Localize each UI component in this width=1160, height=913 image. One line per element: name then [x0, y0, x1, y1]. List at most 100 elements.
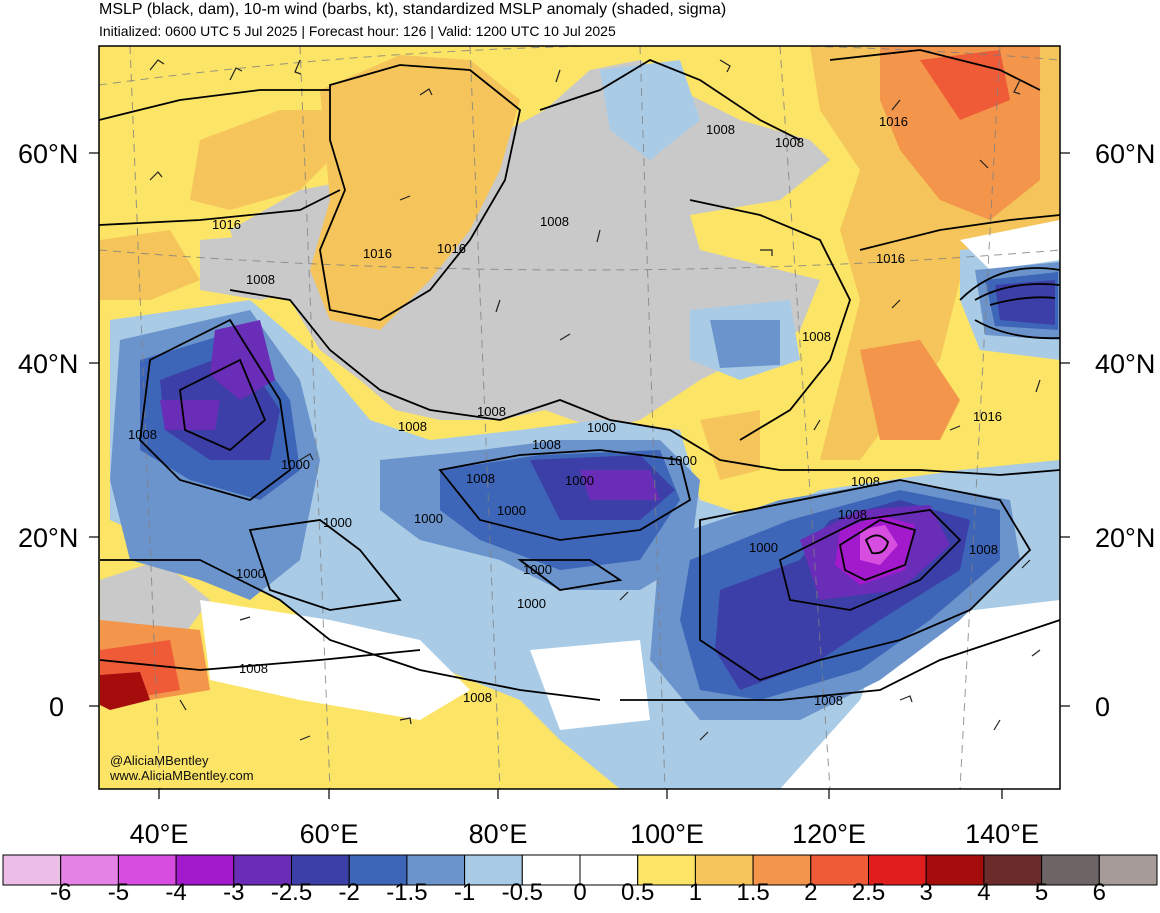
colorbar-label: 2 [804, 879, 818, 906]
isobar-label: 1008 [532, 437, 561, 452]
anomaly-patch [100, 672, 150, 710]
lon-label-40e: 40°E [129, 819, 189, 849]
isobars [99, 49, 1060, 701]
colorbar-swatch [694, 854, 754, 886]
isobar-label: 1008 [463, 690, 492, 705]
anomaly-patch [960, 220, 1060, 270]
anomaly-patch [995, 280, 1055, 325]
anomaly-patch [600, 60, 700, 160]
isobar-label: 1000 [281, 457, 310, 472]
lon-label-80e: 80°E [468, 819, 528, 849]
colorbar-label: 1 [688, 879, 703, 906]
colorbar-swatch [406, 854, 466, 886]
anomaly-patch [860, 525, 898, 565]
isobar-label: 1000 [517, 596, 546, 611]
isobar-label: 1016 [363, 246, 392, 261]
colorbar-label: -2.5 [270, 879, 313, 906]
colorbar [2, 854, 1158, 886]
anomaly-patch [780, 600, 1060, 789]
credit-website: www.AliciaMBentley.com [110, 768, 254, 783]
colorbar-label: 5 [1034, 879, 1049, 906]
colorbar-label: -3 [223, 879, 245, 906]
colorbar-label: 6 [1092, 879, 1106, 906]
isobar-label: 1000 [497, 503, 526, 518]
lat-label-60n-left: 60°N [18, 139, 79, 169]
colorbar-label: 0 [573, 879, 587, 906]
map-field [99, 46, 1060, 789]
chart-title: MSLP (black, dam), 10-m wind (barbs, kt)… [99, 1, 727, 18]
isobar-labels: 1016 1016 1016 1016 1016 1016 1008 1008 … [128, 114, 1002, 708]
isobar-label: 1000 [414, 511, 443, 526]
anomaly-patch [310, 55, 520, 330]
colorbar-swatch [233, 854, 293, 886]
isobar-label: 1008 [477, 404, 506, 419]
anomaly-patch [190, 110, 340, 210]
lon-label-60e: 60°E [299, 819, 359, 849]
anomaly-patch [200, 600, 470, 720]
colorbar-swatch [348, 854, 408, 886]
isobar-label: 1008 [802, 329, 831, 344]
colorbar-swatch [1098, 854, 1158, 886]
map-frame [98, 45, 1061, 790]
colorbar-swatch [579, 854, 639, 886]
isobar-label: 1000 [523, 562, 552, 577]
isobar-label: 1008 [775, 135, 804, 150]
colorbar-label: 0.5 [621, 879, 655, 906]
colorbar-label: 3 [919, 879, 933, 906]
lat-label-40n-left: 40°N [18, 349, 79, 379]
colorbar-swatch [925, 854, 985, 886]
colorbar-swatch [868, 854, 927, 886]
colorbar-label: -5 [107, 879, 130, 906]
isobar-label: 1008 [466, 471, 495, 486]
anomaly-patch [700, 410, 760, 480]
grey-region-west [200, 235, 300, 300]
lon-label-100e: 100°E [630, 819, 704, 849]
colorbar-label: -6 [50, 879, 72, 906]
colorbar-label: -4 [165, 879, 187, 906]
isobar-label: 1000 [749, 540, 778, 555]
lat-label-20n-right: 20°N [1095, 523, 1156, 553]
wind-barbs [149, 59, 1041, 741]
lon-label-120e: 120°E [792, 819, 866, 849]
isobar-label: 1008 [239, 661, 268, 676]
isobar-label: 1008 [706, 122, 735, 137]
credit-handle: @AliciaMBentley [110, 753, 209, 768]
chart-subtitle: Initialized: 0600 UTC 5 Jul 2025 | Forec… [99, 23, 616, 39]
anomaly-patch [860, 340, 960, 440]
colorbar-swatch [2, 854, 62, 886]
colorbar-label: -1.5 [386, 879, 428, 906]
lon-label-140e: 140°E [965, 819, 1039, 849]
isobar-label: 1008 [814, 693, 843, 708]
lat-label-40n-right: 40°N [1095, 349, 1156, 379]
colorbar-label: 2.5 [851, 879, 886, 906]
anomaly-patch [580, 470, 660, 500]
isobar-label: 1000 [587, 420, 616, 435]
colorbar-label: 1.5 [736, 879, 770, 906]
isobar-label: 1000 [668, 453, 697, 468]
isobar-label: 1008 [838, 507, 867, 522]
anomaly-patch [160, 400, 220, 430]
isobar-label: 1008 [851, 474, 880, 489]
anomaly-patch [530, 640, 650, 730]
anomaly-patch [210, 320, 275, 400]
colorbar-swatch [637, 854, 696, 886]
colorbar-swatch [1041, 854, 1100, 886]
isobar-label: 1008 [969, 542, 998, 557]
colorbar-swatch [60, 854, 119, 886]
isobar-label: 1016 [879, 114, 908, 129]
isobar-label: 1016 [876, 251, 905, 266]
ticks [89, 152, 1070, 799]
colorbar-label: 4 [977, 879, 991, 906]
colorbar-swatch [810, 854, 869, 886]
colorbar-swatch [983, 854, 1043, 886]
isobar-label: 1008 [246, 272, 275, 287]
lat-label-eq-right: 0 [1095, 692, 1111, 722]
lat-label-eq-left: 0 [49, 692, 65, 722]
grey-region-sw [100, 560, 210, 640]
isobar-label: 1008 [540, 214, 569, 229]
isobar-label: 1008 [398, 419, 427, 434]
isobar-label: 1000 [565, 473, 594, 488]
colorbar-swatch [752, 854, 812, 886]
lat-label-60n-right: 60°N [1095, 139, 1156, 169]
